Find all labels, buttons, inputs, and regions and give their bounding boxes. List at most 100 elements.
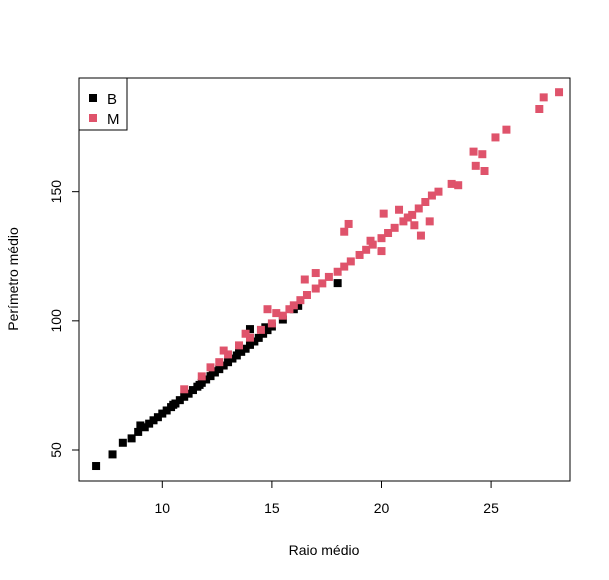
point-m [414,204,423,213]
point-m [344,219,353,228]
x-axis-label: Raio médio [289,542,360,558]
point-m [289,301,298,310]
point-m [285,305,294,314]
point-m [241,329,250,338]
point-b [232,351,241,360]
point-m [478,150,487,159]
point-b [202,375,211,384]
point-b [245,340,254,349]
point-m [263,305,272,314]
point-m [421,198,430,206]
point-b [180,392,189,401]
point-m [447,179,456,188]
point-b [206,372,215,381]
point-b [184,389,193,398]
y-tick-label: 100 [48,309,64,333]
point-m [197,372,206,381]
point-m [395,205,404,214]
point-b [175,396,184,405]
point-m [235,341,244,350]
point-b [153,413,162,422]
point-m [340,262,349,271]
point-b [118,438,127,447]
legend-swatch-b [89,94,97,102]
point-b [169,400,178,409]
point-b [294,301,303,310]
legend: B M [78,77,128,131]
x-tick-label: 10 [155,500,171,516]
point-b [241,344,250,353]
point-m [311,284,320,293]
point-b [250,337,259,346]
point-m [256,325,265,334]
y-axis: 50 100 150 [48,180,80,458]
point-m [324,272,333,281]
point-m [311,269,320,278]
point-m [272,309,281,318]
x-tick-label: 15 [264,500,280,516]
point-m [366,236,375,245]
point-m [267,319,276,328]
point-b [219,361,228,370]
legend-swatch-m [89,114,97,122]
point-m [471,161,480,170]
legend-label-m: M [107,111,120,128]
point-m [555,88,564,97]
data-points [92,88,564,471]
point-b [195,380,204,389]
point-b [228,354,237,363]
point-b [127,434,136,443]
point-b [333,279,342,288]
point-m [425,217,434,226]
point-m [416,231,425,240]
point-b [108,450,117,459]
point-m [318,279,327,288]
point-b [92,462,101,471]
point-m [399,217,408,226]
point-m [206,363,215,372]
x-tick-label: 20 [374,500,390,516]
point-m [355,250,364,259]
point-m [502,125,511,134]
point-b [254,333,263,342]
point-b [261,323,270,332]
point-m [480,167,489,175]
point-m [219,346,228,355]
point-m [434,187,443,196]
y-tick-label: 50 [48,442,64,458]
point-m [469,147,478,156]
point-b [245,325,254,334]
point-b [149,416,158,425]
point-m [333,267,342,276]
point-m [346,257,355,266]
point-b [136,421,145,430]
point-b [224,358,233,367]
y-axis-label: Perímetro médio [5,227,21,331]
point-m [296,296,305,305]
point-b [140,423,149,432]
point-b [134,427,143,436]
legend-box [78,77,128,131]
point-m [403,213,412,222]
point-b [215,365,224,374]
point-m [410,221,419,230]
point-m [302,291,311,299]
point-m [278,311,287,320]
point-m [245,333,254,342]
point-b [158,409,167,418]
point-m [377,247,386,256]
x-axis: 10 15 20 25 [155,480,499,516]
point-m [300,275,309,284]
point-m [224,350,233,359]
point-m [384,229,393,237]
point-m [180,385,189,394]
point-m [340,227,349,236]
point-m [215,358,224,367]
point-b [145,419,154,428]
point-m [379,209,388,218]
point-m [390,223,399,232]
x-tick-label: 25 [483,500,499,516]
point-m [408,210,417,219]
point-m [454,181,463,190]
